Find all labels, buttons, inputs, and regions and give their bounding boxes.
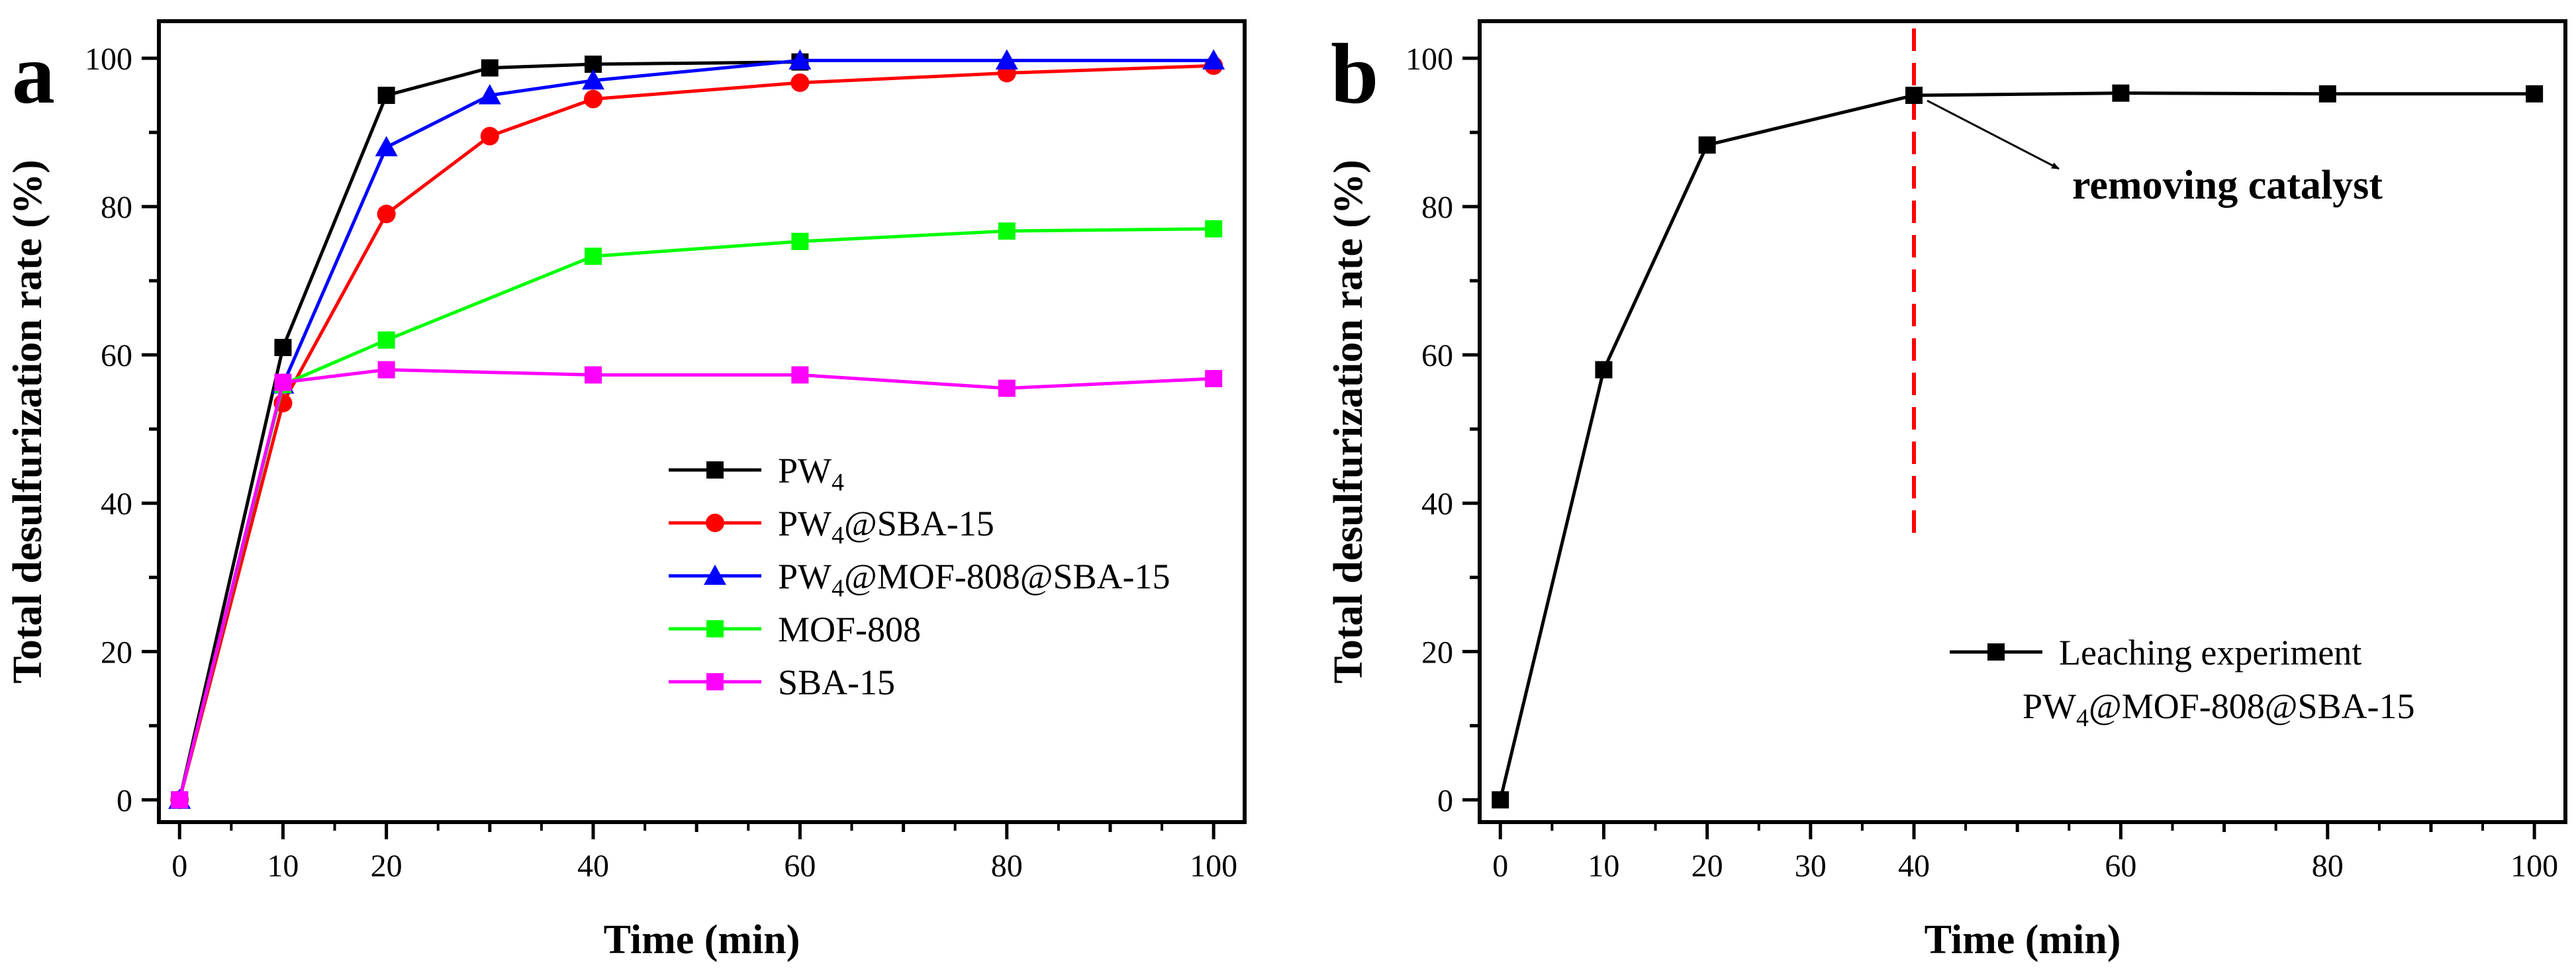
- chart-b-annotation-text: removing catalyst: [2072, 163, 2383, 208]
- chart-a-series-3-point: [998, 222, 1016, 240]
- chart-a-series-layer: [168, 49, 1225, 810]
- chart-b-legend: Leaching experiment PW4@MOF-808@SBA-15: [1950, 633, 2415, 732]
- chart-b-x-tick-label: 30: [1795, 849, 1827, 884]
- chart-a-series-line-2: [177, 58, 1214, 800]
- chart-b-x-tick-label: 100: [2510, 849, 2558, 884]
- chart-a-series-3-point: [1205, 220, 1223, 238]
- chart-a-legend-marker-2: [704, 565, 726, 585]
- chart-a-series-0-point: [377, 87, 395, 105]
- chart-b-legend-marker: [1987, 643, 2005, 661]
- chart-b-annotation-arrow: [1927, 99, 2060, 170]
- chart-a-x-tick-label: 80: [991, 849, 1023, 884]
- chart-a-series-0-point: [481, 59, 499, 77]
- panel-label-b: b: [1331, 26, 1378, 122]
- chart-a-series-2-point: [1202, 49, 1225, 70]
- chart-a-series-4-point: [998, 379, 1016, 397]
- chart-b-legend-label-line2: PW4@MOF-808@SBA-15: [2023, 686, 2415, 732]
- chart-a-legend-marker-0: [706, 461, 724, 479]
- chart-a-plot-frame: [157, 19, 1247, 824]
- chart-a-series-3-point: [377, 331, 395, 349]
- chart-a-series-3-point: [585, 248, 602, 265]
- chart-a-legend-label-2: PW4@MOF-808@SBA-15: [778, 557, 1170, 602]
- chart-b-series-0-point: [1905, 87, 1923, 105]
- chart-a-x-tick-label: 60: [784, 849, 816, 884]
- chart-b-annotation-layer: removing catalyst: [1927, 99, 2383, 208]
- chart-a-x-tick-label: 10: [267, 849, 299, 884]
- chart-a-series-line-3: [177, 227, 1214, 800]
- chart-a-series-3-point: [791, 232, 809, 250]
- chart-b-x-tick-label: 0: [1492, 849, 1508, 884]
- chart-a-y-tick-label: 100: [85, 42, 132, 77]
- chart-a-x-tick-label: 0: [171, 849, 187, 884]
- chart-b-plot-frame: [1478, 19, 2567, 824]
- chart-a-legend-label-0: PW4: [778, 451, 844, 496]
- chart-a-y-tick-label: 40: [101, 486, 132, 522]
- chart-a-series-2-point: [582, 69, 604, 90]
- chart-a-series-line-0: [177, 60, 800, 800]
- chart-b-series-0-point: [1492, 791, 1509, 809]
- chart-a-x-tick-label: 20: [371, 849, 403, 884]
- panel-label-a: a: [12, 26, 55, 122]
- chart-a-series-2-point: [478, 84, 501, 105]
- chart-b-y-axis-title: Total desulfurization rate (%): [1326, 160, 1371, 684]
- chart-b-series-0-point: [1595, 361, 1613, 379]
- chart-a-axes: 0 10 20 40 60 80 100 0 20 40 60 80 100: [85, 42, 1237, 884]
- chart-b-series-0-point: [1698, 136, 1716, 154]
- chart-b-x-tick-label: 40: [1898, 849, 1930, 884]
- chart-a-y-tick-label: 60: [101, 338, 132, 373]
- chart-a-y-tick-label: 80: [101, 190, 132, 225]
- chart-a-legend-marker-1: [706, 514, 724, 532]
- chart-b-series-layer: [1492, 84, 2544, 809]
- chart-b-x-tick-label: 80: [2312, 849, 2344, 884]
- chart-b-axes: 0 10 20 30 40 60 80 100 0 20 40 60 80 100: [1406, 42, 2558, 884]
- chart-a-legend: PW4 PW4@SBA-15 PW4@MOF-808@SBA-15 MOF-808 SB…: [669, 451, 1170, 702]
- chart-a-series-1-point: [790, 73, 810, 92]
- chart-a-series-0-point: [274, 338, 292, 356]
- chart-a-series-1-point: [584, 89, 602, 109]
- chart-a-series-1-point: [480, 126, 499, 146]
- chart-b-x-axis-title: Time (min): [1925, 917, 2121, 962]
- chart-b-series-0-point: [2318, 85, 2336, 103]
- chart-a-series-4-point: [171, 791, 189, 809]
- chart-b-y-tick-label: 60: [1421, 338, 1453, 373]
- chart-a-series-4-point: [585, 366, 602, 384]
- chart-a-series-4-point: [791, 366, 809, 384]
- chart-panel-b: b 0 10 20 30 40 60 80 100 0 20 40 60 80 100 Time (min…: [1326, 19, 2567, 962]
- chart-a-legend-marker-4: [706, 673, 724, 690]
- chart-b-y-tick-label: 100: [1406, 42, 1453, 77]
- chart-b-y-tick-label: 40: [1421, 486, 1453, 522]
- chart-a-legend-label-3: MOF-808: [778, 610, 921, 649]
- chart-a-series-1-point: [377, 205, 396, 224]
- chart-b-x-tick-label: 20: [1692, 849, 1723, 884]
- chart-a-series-2-point: [375, 136, 398, 157]
- chart-a-x-tick-label: 40: [577, 849, 609, 884]
- chart-a-series-4-point: [377, 361, 395, 379]
- chart-a-series-line-1: [177, 64, 1214, 801]
- chart-a-x-axis-title: Time (min): [604, 917, 800, 962]
- chart-a-legend-label-4: SBA-15: [778, 663, 895, 702]
- chart-b-x-tick-label: 60: [2105, 849, 2136, 884]
- chart-a-y-tick-label: 20: [101, 635, 132, 670]
- chart-b-y-tick-label: 20: [1421, 635, 1453, 670]
- chart-a-series-4-point: [274, 373, 292, 391]
- chart-a-series-2-point: [788, 49, 812, 70]
- chart-b-series-0-point: [2526, 85, 2544, 103]
- chart-b-series-0-point: [2112, 84, 2130, 102]
- chart-a-y-tick-label: 0: [117, 783, 132, 818]
- chart-a-series-2-point: [995, 49, 1018, 70]
- chart-a-x-tick-label: 100: [1190, 849, 1237, 884]
- chart-a-legend-label-1: PW4@SBA-15: [778, 504, 994, 549]
- chart-b-y-tick-label: 80: [1421, 190, 1453, 225]
- chart-b-x-tick-label: 10: [1588, 849, 1619, 884]
- chart-a-legend-marker-3: [706, 620, 724, 637]
- chart-b-y-tick-label: 0: [1437, 783, 1453, 818]
- chart-a-y-axis-title: Total desulfurization rate (%): [5, 160, 50, 684]
- chart-a-series-4-point: [1205, 370, 1223, 388]
- chart-b-legend-label-line1: Leaching experiment: [2059, 633, 2361, 672]
